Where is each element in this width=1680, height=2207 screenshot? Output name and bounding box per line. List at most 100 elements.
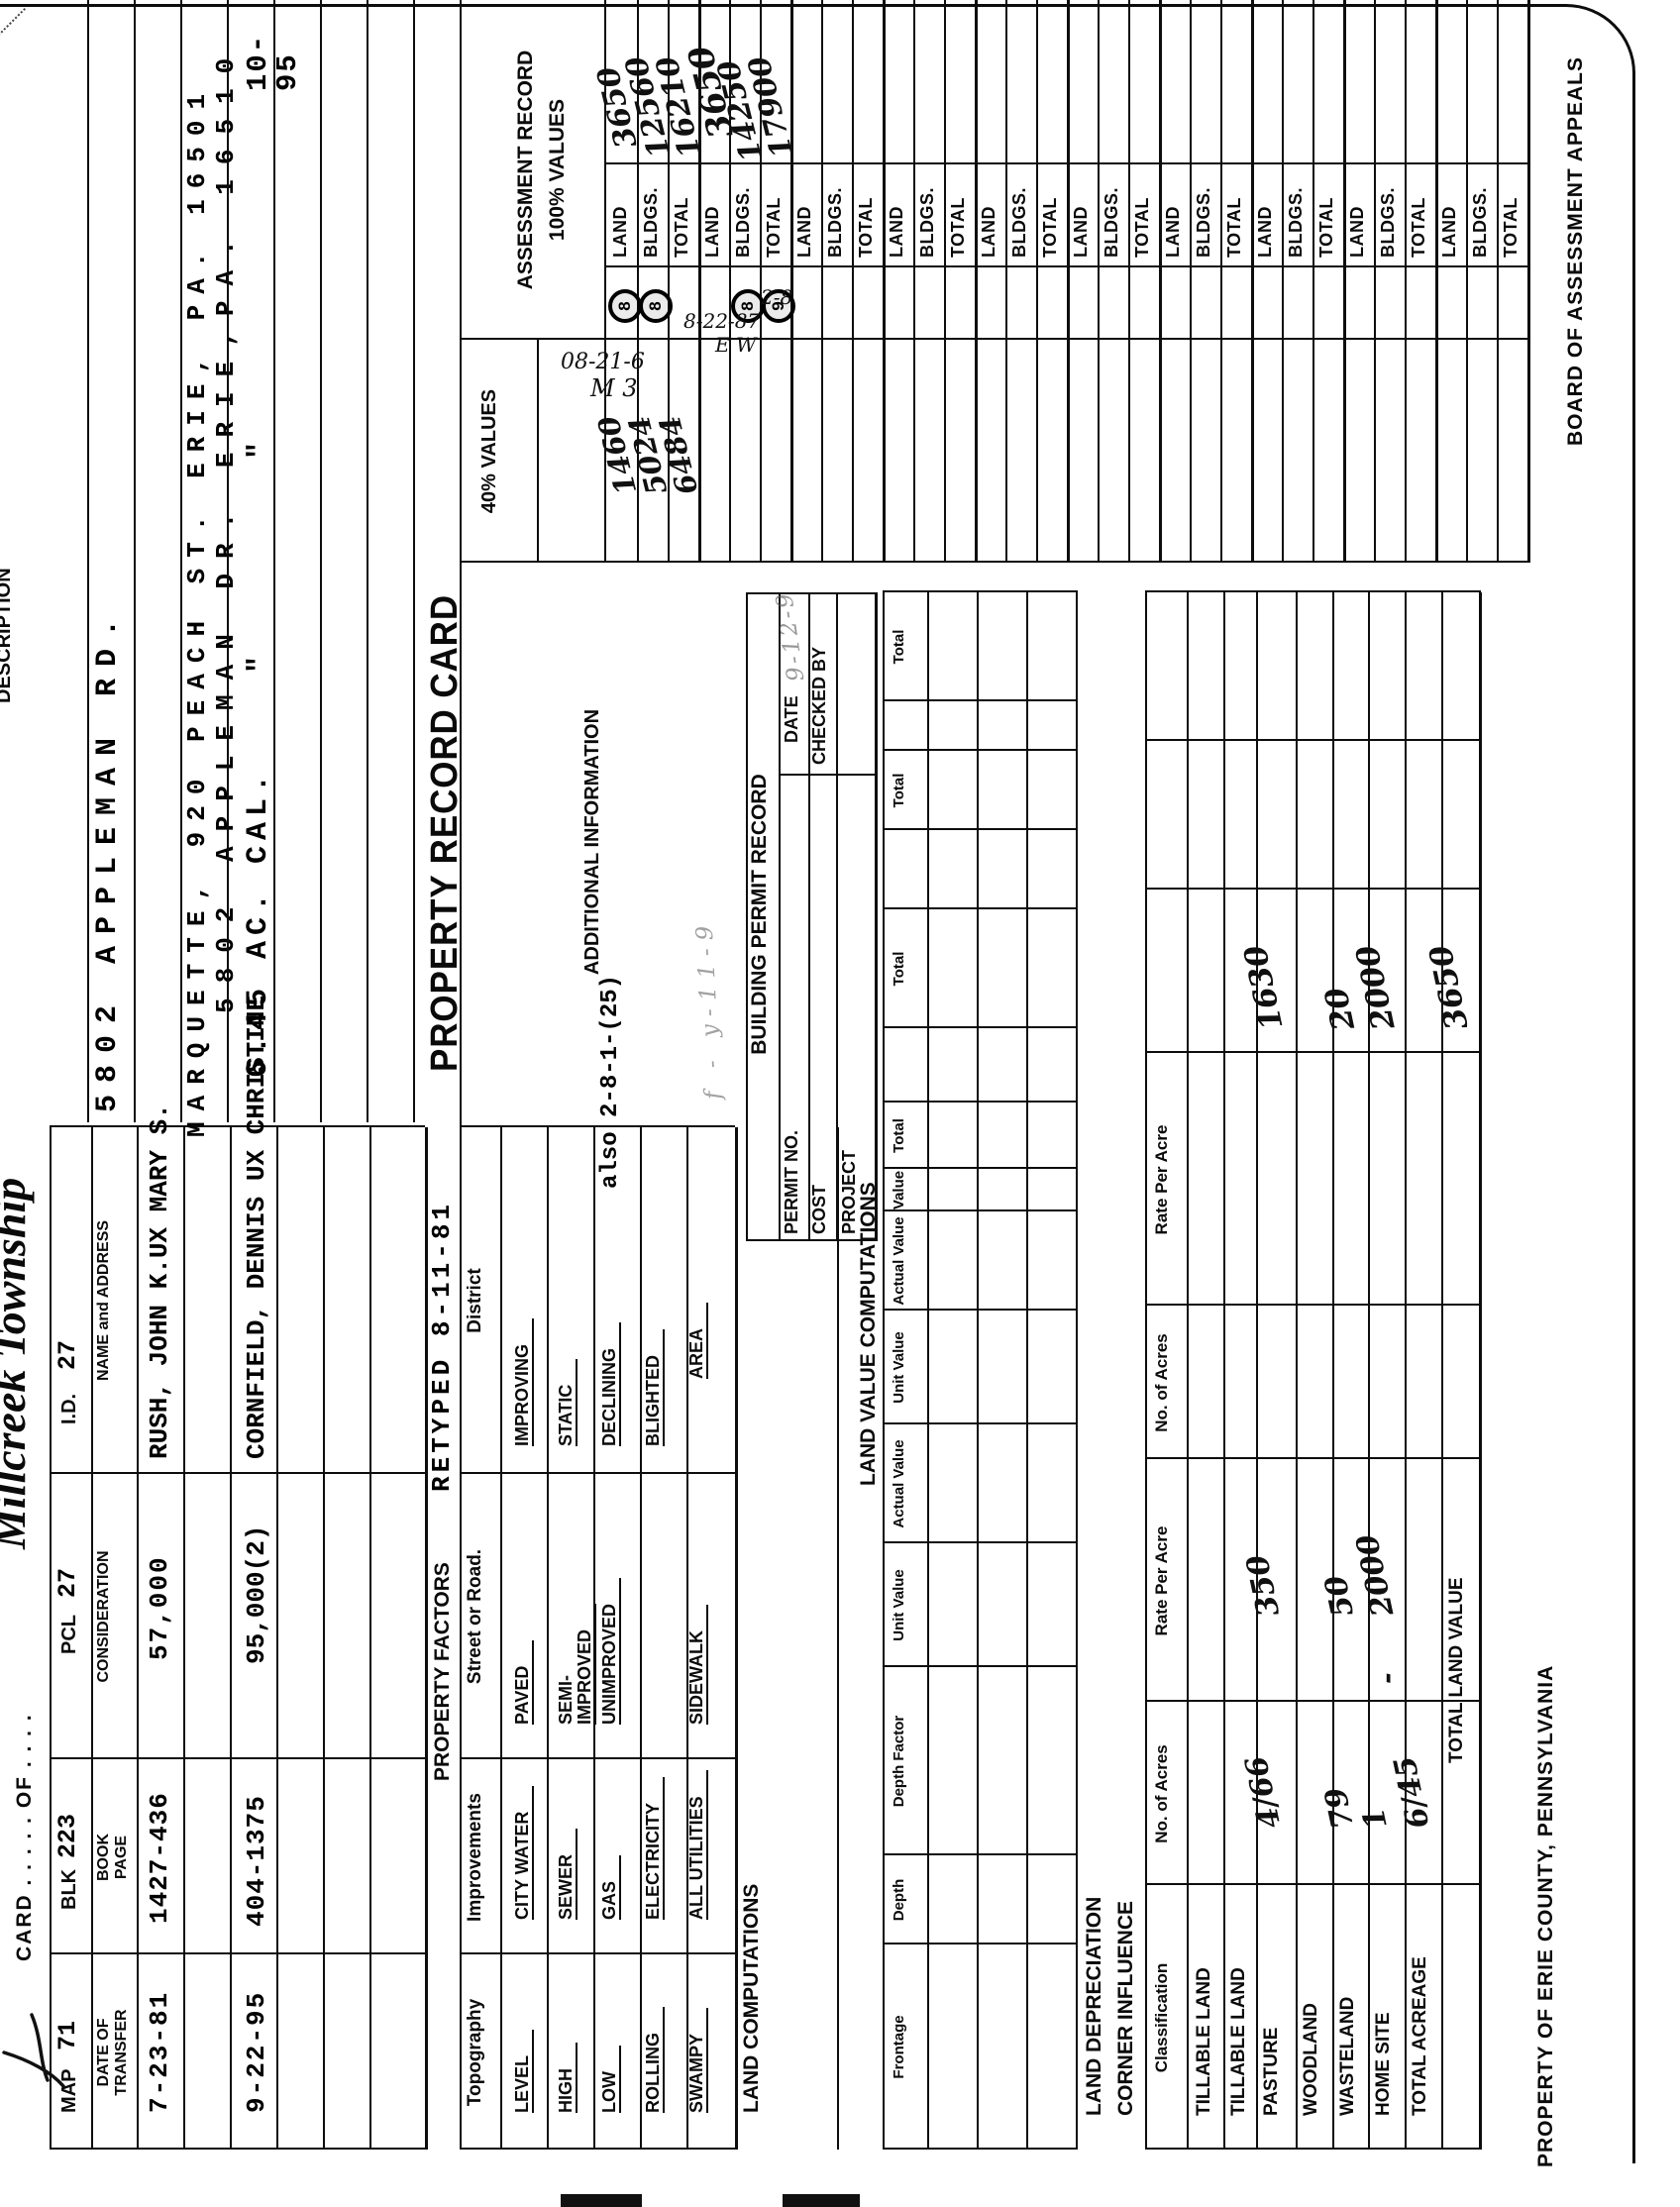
factor-option-district-0: IMPROVING — [512, 1317, 534, 1446]
grid-line — [640, 1127, 642, 2150]
classification-rate-2: 350 — [1239, 1551, 1288, 1621]
grid-line — [50, 1127, 52, 2150]
assessment-note-4: 2-8 — [761, 285, 793, 309]
transfer-header-2: CONSIDERATION — [95, 1550, 112, 1683]
grid-line — [91, 1127, 93, 2150]
classification-rate-4: 50 — [1318, 1572, 1361, 1621]
classification-header-2: Rate Per Acre — [1152, 1525, 1171, 1636]
classification-row-label-6: TOTAL ACREAGE — [1410, 1956, 1430, 2116]
card-rounded-corner — [1557, 4, 1635, 73]
factor-option-topography-1: HIGH — [556, 2043, 578, 2113]
assessment-row-label-g9-total: TOTAL — [1501, 197, 1521, 258]
transfer-header-1: BOOK PAGE — [95, 1834, 131, 1881]
map-field-label: MAP — [58, 2068, 80, 2113]
grid-line — [1282, 0, 1284, 563]
description-line1: 5802 APPLEMAN RD. — [91, 606, 125, 1112]
classification-header-0: Classification — [1152, 1962, 1171, 2073]
assessment-row-label-g6-bldgs: BLDGS. — [1194, 186, 1213, 258]
assessment-row-label-g7-total: TOTAL — [1316, 197, 1336, 258]
grid-line — [883, 699, 1078, 701]
grid-line — [1405, 0, 1407, 563]
grid-line — [746, 592, 877, 594]
grid-line — [1187, 592, 1189, 2150]
grid-line — [547, 1127, 549, 2150]
assessment-row-label-g0-total: TOTAL — [672, 197, 691, 258]
grid-line — [1405, 592, 1407, 2150]
grid-line — [1098, 0, 1100, 563]
grid-line — [883, 1853, 1078, 1855]
assessment-row-label-g0-bldgs: BLDGS. — [641, 186, 661, 258]
grid-line — [975, 0, 978, 563]
transfer-r1-date: 7-23-81 — [145, 1990, 174, 2113]
assessment-row-label-g7-bldgs: BLDGS. — [1286, 186, 1306, 258]
assessment-row-label-g9-land: LAND — [1439, 206, 1459, 258]
property-factors-title: PROPERTY FACTORS — [431, 1562, 454, 1781]
factor-option-district-2: DECLINING — [599, 1322, 621, 1446]
grid-line — [1632, 71, 1635, 2163]
classification-dash-5: - — [1370, 1672, 1403, 1684]
grid-line — [460, 2148, 735, 2150]
assessment-row-label-g8-total: TOTAL — [1409, 197, 1428, 258]
classification-acres-4: 79 — [1318, 1784, 1361, 1833]
classification-header-4: Rate Per Acre — [1152, 1124, 1171, 1235]
factor-option-district-3: BLIGHTED — [643, 1329, 665, 1446]
assessment-row-label-g9-bldgs: BLDGS. — [1470, 186, 1490, 258]
grid-line — [883, 2148, 1078, 2150]
grid-line — [883, 1167, 1078, 1169]
assessment-row-label-g1-total: TOTAL — [764, 197, 784, 258]
grid-line — [367, 0, 368, 1122]
circled-mark-1: 8 — [639, 289, 673, 323]
grid-line — [1145, 592, 1147, 2150]
grid-line — [852, 0, 854, 563]
transfer-r2-name: CORNFIELD, DENNIS UX CHRISTINE — [242, 995, 271, 1459]
classification-row-label-2: PASTURE — [1261, 2027, 1282, 2116]
assessment-row-label-g3-land: LAND — [887, 206, 906, 258]
grid-line — [276, 1127, 278, 2150]
grid-line — [913, 0, 915, 563]
assessment-row-label-g4-land: LAND — [979, 206, 998, 258]
classification-header-3: No. of Acres — [1152, 1333, 1171, 1432]
land-computations-label: LAND COMPUTATIONS — [740, 1883, 763, 2113]
grid-line — [837, 1127, 839, 2150]
grid-line — [821, 0, 823, 563]
grid-line — [320, 0, 322, 1122]
grid-line — [927, 592, 929, 2150]
map-field-value: 71 — [53, 2020, 82, 2050]
grid-line — [1145, 739, 1481, 741]
grid-line — [134, 0, 136, 1122]
grid-line — [883, 592, 885, 2150]
grid-line — [1441, 592, 1443, 2150]
classification-row-label-0: TILLABLE LAND — [1194, 1967, 1214, 2116]
grid-line — [1466, 0, 1468, 563]
lvc-header-10: Total — [891, 951, 907, 987]
grid-line — [0, 4, 1567, 7]
factor-option-improvements-3: ELECTRICITY — [643, 1776, 665, 1920]
classification-total-2: 1630 — [1237, 941, 1291, 1033]
grid-line — [883, 0, 886, 563]
grid-line — [883, 749, 1078, 751]
grid-line — [1145, 1457, 1481, 1459]
classification-total-4: 20 — [1317, 984, 1363, 1034]
factor-option-improvements-0: CITY WATER — [512, 1785, 534, 1920]
grid-line — [1223, 592, 1225, 2150]
assessment-row-label-g8-bldgs: BLDGS. — [1378, 186, 1398, 258]
assessment-note-1: M 3 — [590, 374, 638, 402]
classification-row-label-7: TOTAL LAND VALUE — [1446, 1577, 1467, 1763]
grid-line — [1145, 1700, 1481, 1702]
grid-line — [883, 1026, 1078, 1028]
building-permit-title: BUILDING PERMIT RECORD — [748, 774, 771, 1055]
grid-line — [1251, 0, 1254, 563]
id-field-label: I.D. — [58, 1393, 80, 1424]
record-card-title: PROPERTY RECORD CARD — [424, 593, 466, 1072]
grid-line — [1145, 1051, 1481, 1053]
factors-col-header-3: District — [465, 1268, 485, 1333]
cost-label: COST — [809, 1184, 829, 1234]
factor-option-improvements-4: ALL UTILITIES — [686, 1770, 708, 1920]
grid-line — [883, 1422, 1078, 1424]
transfer-r1-name: RUSH, JOHN K.UX MARY S. — [145, 1104, 174, 1459]
classification-row-label-4: WASTELAND — [1337, 1996, 1358, 2116]
grid-line — [50, 1472, 425, 1474]
lvc-header-8: Total — [891, 1118, 907, 1153]
description-label: DESCRIPTION — [0, 568, 15, 703]
